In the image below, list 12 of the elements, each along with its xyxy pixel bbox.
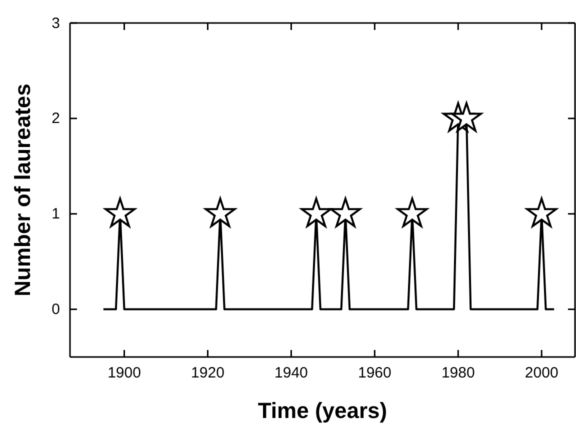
x-tick-label: 1900 [108,364,141,382]
x-tick-label: 1980 [441,364,475,382]
y-tick-label: 1 [52,206,60,223]
x-tick-label: 2000 [524,364,558,382]
x-tick-label: 1960 [358,364,392,382]
x-tick-label: 1920 [191,364,224,382]
x-tick-label: 1940 [274,364,308,382]
y-axis-title: Number of laureates [10,84,35,296]
y-tick-label: 0 [52,301,60,318]
x-axis-title: Time (years) [258,398,388,423]
y-tick-label: 3 [52,14,60,32]
y-tick-label: 2 [52,110,60,128]
